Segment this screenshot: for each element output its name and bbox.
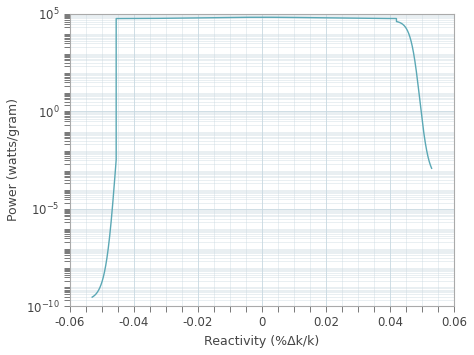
Y-axis label: Power (watts/gram): Power (watts/gram) xyxy=(7,98,20,222)
X-axis label: Reactivity (%Δk/k): Reactivity (%Δk/k) xyxy=(204,335,319,348)
